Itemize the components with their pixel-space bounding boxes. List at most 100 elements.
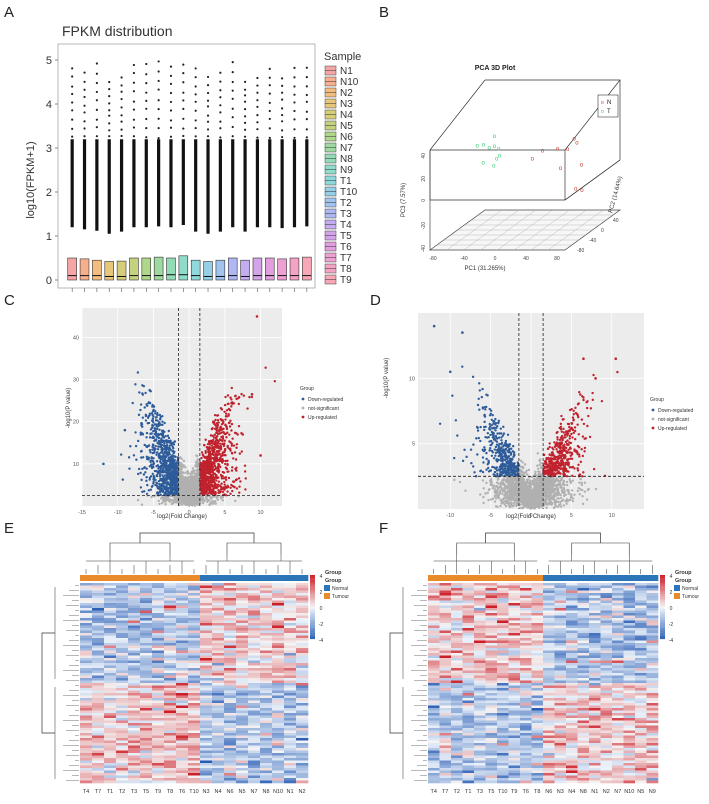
point-down-regulated (165, 481, 168, 485)
legend-marker (301, 406, 305, 410)
point-up-regulated (229, 419, 232, 422)
legend-label: N5 (340, 121, 353, 132)
point-up-regulated (215, 446, 219, 449)
box-N10 (79, 258, 90, 281)
outlier-point (108, 129, 111, 132)
point-down-regulated (139, 450, 143, 453)
point-down-regulated (147, 421, 151, 425)
point-down-regulated (171, 449, 175, 453)
pca-point-n: o (580, 163, 584, 169)
point-down-regulated (165, 477, 169, 481)
point-down-regulated (157, 453, 161, 456)
point-up-regulated (215, 486, 218, 490)
outlier-point (132, 100, 136, 103)
outlier-point (145, 136, 148, 139)
outlier-point (182, 72, 185, 75)
legend-label: T10 (340, 187, 358, 198)
outlier-point (206, 135, 210, 138)
point-up-regulated (221, 490, 225, 494)
outlier-point (305, 76, 308, 79)
outlier-point (194, 100, 197, 103)
point-not-significant (536, 470, 540, 473)
outlier-point (268, 117, 271, 121)
point-up-regulated (264, 366, 267, 369)
outlier-point (169, 126, 173, 129)
outlier-point (132, 118, 136, 121)
point-down-regulated (145, 431, 149, 435)
x-axis-label: log2(Fold Change) (157, 514, 207, 520)
point-down-regulated (153, 476, 156, 479)
outlier-point (108, 95, 111, 98)
point-up-regulated (201, 467, 204, 470)
outlier-point (83, 111, 86, 114)
point-up-regulated (211, 421, 215, 424)
outlier-point (281, 113, 284, 117)
point-not-significant (164, 503, 167, 506)
point-up-regulated (548, 445, 551, 449)
point-up-regulated (235, 443, 239, 446)
point-not-significant (219, 495, 223, 498)
point-up-regulated (233, 486, 236, 489)
point-down-regulated (174, 492, 177, 495)
point-down-regulated (456, 434, 459, 437)
outlier-point (256, 91, 259, 94)
point-up-regulated (219, 484, 222, 487)
point-down-regulated (154, 483, 157, 487)
point-up-regulated (225, 409, 229, 412)
pca-point-t: o (498, 153, 502, 159)
outlier-point (281, 77, 284, 80)
point-not-significant (197, 462, 200, 465)
point-up-regulated (217, 480, 221, 483)
outlier-point (182, 63, 185, 66)
point-down-regulated (154, 419, 158, 422)
point-down-regulated (152, 408, 155, 412)
legend-label: Up-regulated (308, 415, 337, 421)
outlier-point (243, 128, 247, 131)
outlier-point (281, 98, 284, 101)
point-up-regulated (226, 484, 229, 488)
point-not-significant (166, 496, 169, 499)
point-up-regulated (222, 444, 226, 448)
point-down-regulated (152, 480, 155, 483)
point-down-regulated (144, 391, 147, 395)
point-down-regulated (123, 428, 127, 432)
point-up-regulated (216, 451, 219, 454)
point-up-regulated (214, 453, 218, 456)
point-down-regulated (131, 401, 134, 405)
z-tick-label: 40 (421, 153, 427, 159)
point-down-regulated (161, 448, 164, 452)
point-down-regulated (165, 459, 169, 463)
point-up-regulated (231, 437, 234, 440)
chart-title: PCA 3D Plot (475, 65, 516, 72)
point-not-significant (522, 471, 526, 474)
outlier-point (281, 135, 284, 139)
point-down-regulated (162, 460, 165, 463)
point-not-significant (179, 481, 182, 484)
point-not-significant (178, 496, 181, 499)
point-up-regulated (230, 469, 234, 472)
outlier-point (182, 99, 185, 102)
point-up-regulated (220, 475, 223, 478)
point-not-significant (509, 505, 512, 509)
z-tick-label: 0 (421, 199, 427, 202)
point-down-regulated (159, 466, 163, 470)
point-up-regulated (223, 454, 226, 457)
point-up-regulated (211, 474, 214, 478)
point-up-regulated (570, 474, 574, 477)
y-tick-label: 5 (46, 55, 52, 67)
legend-label: N4 (340, 110, 353, 121)
y-tick-label: 2 (46, 187, 52, 199)
point-down-regulated (156, 492, 160, 495)
point-down-regulated (491, 441, 494, 444)
outlier-point (206, 99, 210, 102)
point-down-regulated (172, 466, 175, 469)
point-not-significant (556, 500, 560, 504)
point-down-regulated (141, 467, 144, 471)
point-up-regulated (209, 475, 212, 478)
point-up-regulated (205, 481, 208, 485)
point-down-regulated (163, 442, 166, 445)
legend-label: T6 (340, 242, 352, 253)
outlier-point (132, 108, 136, 111)
point-down-regulated (511, 450, 515, 453)
point-up-regulated (556, 457, 560, 461)
